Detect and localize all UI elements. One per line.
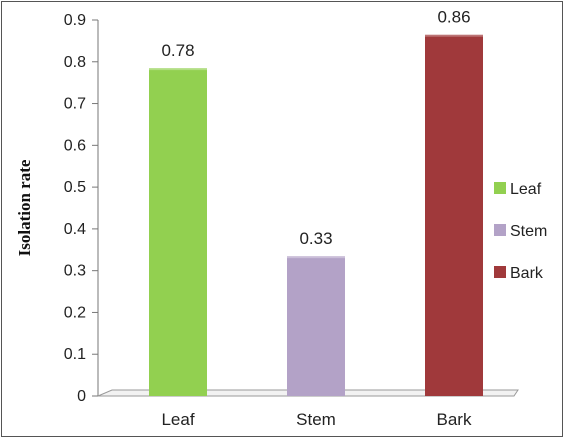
y-tick-label: 0.1 [64,346,86,363]
bar-top-leaf [149,68,207,72]
y-tick-label: 0.7 [64,96,86,113]
y-tick-label: 0.6 [64,137,86,154]
bar-leaf [149,70,207,396]
y-tick-label: 0.3 [64,263,86,280]
legend: Leaf Stem Bark [494,181,547,282]
bar-top-stem [287,256,345,260]
legend-label: Leaf [510,181,542,198]
category-label: Bark [437,410,472,429]
y-tick-label: 0.2 [64,304,86,321]
data-labels: 0.78 0.33 0.86 [161,8,470,248]
data-label: 0.78 [161,41,194,60]
bar-stem [287,258,345,396]
y-tick-label: 0 [77,388,86,405]
category-labels: Leaf Stem Bark [161,410,472,429]
y-axis-label: Isolation rate [15,159,34,256]
legend-swatch-bark [494,266,506,278]
data-label: 0.33 [299,229,332,248]
legend-label: Stem [510,223,547,240]
data-label: 0.86 [437,8,470,27]
y-tick-label: 0.9 [64,12,86,29]
y-tick-labels: 0 0.1 0.2 0.3 0.4 0.5 0.6 0.7 0.8 0.9 [64,12,98,405]
bar-bark [425,36,483,396]
legend-swatch-stem [494,224,506,236]
bars [149,34,483,396]
y-tick-label: 0.8 [64,54,86,71]
category-label: Leaf [161,410,194,429]
category-label: Stem [296,410,336,429]
y-tick-label: 0.5 [64,179,86,196]
legend-label: Bark [510,265,544,282]
bar-top-bark [425,34,483,38]
y-tick-label: 0.4 [64,221,86,238]
legend-swatch-leaf [494,182,506,194]
